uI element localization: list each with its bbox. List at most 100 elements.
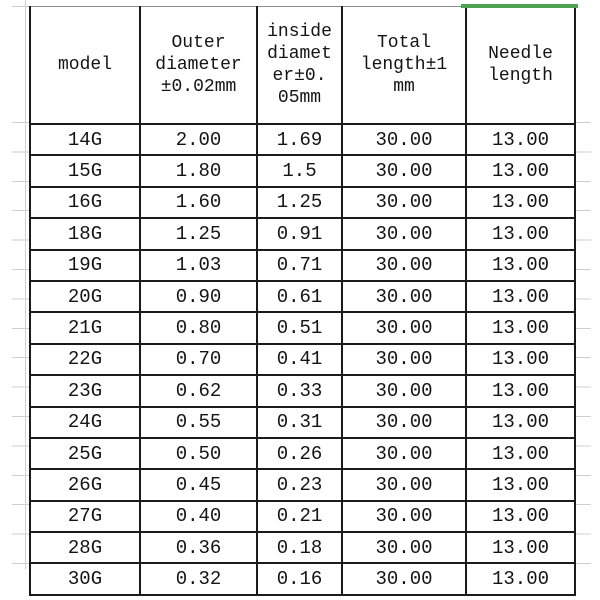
header-total-length: Total length±1 mm <box>341 6 467 125</box>
cell-needle-length: 13.00 <box>465 436 576 471</box>
cell-model: 16G <box>29 185 141 220</box>
cell-total-length: 30.00 <box>341 468 467 502</box>
table-row: 18G 1.25 0.91 30.00 13.00 <box>29 217 576 251</box>
needle-spec-table: model Outer diameter ±0.02mm inside diam… <box>29 6 576 596</box>
cell-needle-length: 13.00 <box>465 122 576 157</box>
cell-model: 24G <box>29 405 141 439</box>
cell-outer-diameter: 1.03 <box>139 248 258 282</box>
cell-total-length: 30.00 <box>341 405 467 439</box>
table-row: 23G 0.62 0.33 30.00 13.00 <box>29 374 576 408</box>
cell-model: 19G <box>29 248 141 282</box>
table-row: 21G 0.80 0.51 30.00 13.00 <box>29 311 576 345</box>
cell-needle-length: 13.00 <box>465 154 576 188</box>
cell-total-length: 30.00 <box>341 531 467 565</box>
cell-inside-diameter: 0.51 <box>256 311 343 345</box>
cell-needle-length: 13.00 <box>465 217 576 251</box>
cell-outer-diameter: 1.80 <box>139 154 258 188</box>
cell-outer-diameter: 1.25 <box>139 217 258 251</box>
cell-needle-length: 13.00 <box>465 405 576 439</box>
cell-total-length: 30.00 <box>341 562 467 596</box>
cell-inside-diameter: 0.16 <box>256 562 343 596</box>
cell-needle-length: 13.00 <box>465 279 576 314</box>
cell-total-length: 30.00 <box>341 248 467 282</box>
table-row: 26G 0.45 0.23 30.00 13.00 <box>29 468 576 502</box>
cell-total-length: 30.00 <box>341 217 467 251</box>
cell-selection-highlight <box>461 4 578 8</box>
cell-inside-diameter: 1.5 <box>256 154 343 188</box>
cell-outer-diameter: 0.90 <box>139 279 258 314</box>
cell-total-length: 30.00 <box>341 499 467 534</box>
cell-model: 20G <box>29 279 141 314</box>
cell-inside-diameter: 0.21 <box>256 499 343 534</box>
cell-model: 21G <box>29 311 141 345</box>
header-row: model Outer diameter ±0.02mm inside diam… <box>29 6 576 125</box>
cell-inside-diameter: 1.69 <box>256 122 343 157</box>
table-row: 27G 0.40 0.21 30.00 13.00 <box>29 499 576 534</box>
cell-model: 25G <box>29 436 141 471</box>
cell-inside-diameter: 0.31 <box>256 405 343 439</box>
faint-gridline-stubs-left <box>12 122 29 565</box>
table-row: 28G 0.36 0.18 30.00 13.00 <box>29 531 576 565</box>
cell-needle-length: 13.00 <box>465 248 576 282</box>
table-row: 16G 1.60 1.25 30.00 13.00 <box>29 185 576 220</box>
cell-total-length: 30.00 <box>341 122 467 157</box>
header-inside-diameter: inside diamet er±0. 05mm <box>256 6 343 125</box>
table-row: 15G 1.80 1.5 30.00 13.00 <box>29 154 576 188</box>
cell-outer-diameter: 0.45 <box>139 468 258 502</box>
table-row: 22G 0.70 0.41 30.00 13.00 <box>29 342 576 377</box>
cell-total-length: 30.00 <box>341 436 467 471</box>
cell-needle-length: 13.00 <box>465 374 576 408</box>
faint-gridline-stubs-right <box>576 122 591 565</box>
cell-model: 14G <box>29 122 141 157</box>
cell-outer-diameter: 0.62 <box>139 374 258 408</box>
header-outer-diameter: Outer diameter ±0.02mm <box>139 6 258 125</box>
cell-total-length: 30.00 <box>341 154 467 188</box>
header-needle-length: Needle length <box>465 6 576 125</box>
cell-outer-diameter: 1.60 <box>139 185 258 220</box>
cell-inside-diameter: 0.23 <box>256 468 343 502</box>
cell-outer-diameter: 0.40 <box>139 499 258 534</box>
cell-model: 30G <box>29 562 141 596</box>
cell-model: 28G <box>29 531 141 565</box>
cell-total-length: 30.00 <box>341 374 467 408</box>
cell-inside-diameter: 1.25 <box>256 185 343 220</box>
cell-needle-length: 13.00 <box>465 499 576 534</box>
cell-needle-length: 13.00 <box>465 468 576 502</box>
cell-total-length: 30.00 <box>341 185 467 220</box>
cell-model: 27G <box>29 499 141 534</box>
table-row: 20G 0.90 0.61 30.00 13.00 <box>29 279 576 314</box>
cell-outer-diameter: 0.32 <box>139 562 258 596</box>
cell-total-length: 30.00 <box>341 311 467 345</box>
cell-total-length: 30.00 <box>341 279 467 314</box>
cell-outer-diameter: 0.36 <box>139 531 258 565</box>
cell-outer-diameter: 0.70 <box>139 342 258 377</box>
cell-model: 22G <box>29 342 141 377</box>
cell-inside-diameter: 0.71 <box>256 248 343 282</box>
header-model: model <box>29 6 141 125</box>
cell-outer-diameter: 0.80 <box>139 311 258 345</box>
cell-inside-diameter: 0.33 <box>256 374 343 408</box>
cell-inside-diameter: 0.91 <box>256 217 343 251</box>
cell-outer-diameter: 2.00 <box>139 122 258 157</box>
table-row: 19G 1.03 0.71 30.00 13.00 <box>29 248 576 282</box>
cell-needle-length: 13.00 <box>465 311 576 345</box>
cell-inside-diameter: 0.41 <box>256 342 343 377</box>
cell-total-length: 30.00 <box>341 342 467 377</box>
cell-model: 18G <box>29 217 141 251</box>
cell-needle-length: 13.00 <box>465 531 576 565</box>
cell-needle-length: 13.00 <box>465 342 576 377</box>
cell-model: 26G <box>29 468 141 502</box>
table-row: 30G 0.32 0.16 30.00 13.00 <box>29 562 576 596</box>
cell-needle-length: 13.00 <box>465 185 576 220</box>
cell-inside-diameter: 0.26 <box>256 436 343 471</box>
table-row: 24G 0.55 0.31 30.00 13.00 <box>29 405 576 439</box>
cell-needle-length: 13.00 <box>465 562 576 596</box>
cell-inside-diameter: 0.61 <box>256 279 343 314</box>
table-row: 14G 2.00 1.69 30.00 13.00 <box>29 122 576 157</box>
table-row: 25G 0.50 0.26 30.00 13.00 <box>29 436 576 471</box>
cell-model: 15G <box>29 154 141 188</box>
cell-inside-diameter: 0.18 <box>256 531 343 565</box>
cell-outer-diameter: 0.50 <box>139 436 258 471</box>
faint-gridline-stub <box>12 6 29 7</box>
